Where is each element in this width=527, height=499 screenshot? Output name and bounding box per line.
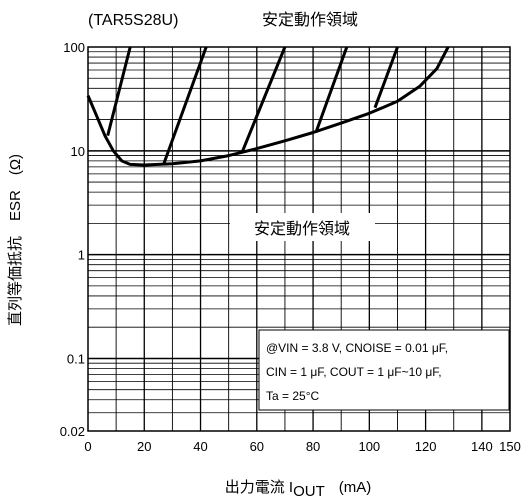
stability-boundary-line bbox=[162, 46, 208, 164]
plot-frame bbox=[87, 46, 511, 432]
stability-boundary-line bbox=[373, 46, 399, 109]
x-tick-label: 120 bbox=[415, 439, 437, 454]
series-lines bbox=[86, 46, 450, 167]
conditions-line-1: @VIN = 3.8 V, CNOISE = 0.01 μF, bbox=[266, 341, 448, 355]
x-tick-label: 80 bbox=[306, 439, 320, 454]
stability-boundary-line bbox=[241, 46, 287, 152]
stability-boundary-line bbox=[106, 46, 132, 136]
chart-title: 安定動作領域 bbox=[262, 11, 358, 29]
x-tick-label: 0 bbox=[84, 439, 91, 454]
tick-labels: 0 20 40 60 80 100 120 140 150 100 10 1 0.1 0.02 bbox=[60, 40, 521, 454]
x-tick-label: 140 bbox=[471, 439, 493, 454]
x-tick-label: 150 bbox=[499, 439, 521, 454]
y-tick-label: 0.02 bbox=[60, 424, 85, 439]
x-axis-label-subscript: OUT bbox=[293, 483, 325, 499]
x-tick-label: 20 bbox=[137, 439, 151, 454]
y-tick-label: 0.1 bbox=[67, 351, 85, 366]
y-axis-label: 直列等価抵抗 ESR (Ω) bbox=[6, 154, 24, 326]
y-tick-label: 1 bbox=[78, 248, 85, 263]
stability-boundary-curve bbox=[86, 46, 450, 167]
x-tick-label: 100 bbox=[358, 439, 380, 454]
x-axis-label-main: 出力電流 I bbox=[225, 479, 293, 496]
y-tick-label: 10 bbox=[71, 144, 85, 159]
stability-boundary-line bbox=[314, 46, 349, 134]
conditions-line-2: CIN = 1 μF, COUT = 1 μF~10 μF, bbox=[266, 365, 442, 379]
region-label: 安定動作領域 bbox=[254, 220, 350, 238]
x-axis-label-unit: (mA) bbox=[339, 479, 372, 496]
conditions-line-3: Ta = 25°C bbox=[266, 389, 319, 403]
x-tick-label: 60 bbox=[250, 439, 264, 454]
conditions-box bbox=[258, 329, 510, 411]
y-tick-label: 100 bbox=[63, 40, 85, 55]
chart-title-part-number: (TAR5S28U) bbox=[88, 12, 178, 29]
x-tick-label: 40 bbox=[193, 439, 207, 454]
region-label-box bbox=[230, 213, 375, 241]
x-axis-label: 出力電流 IOUT (mA) bbox=[225, 479, 372, 499]
